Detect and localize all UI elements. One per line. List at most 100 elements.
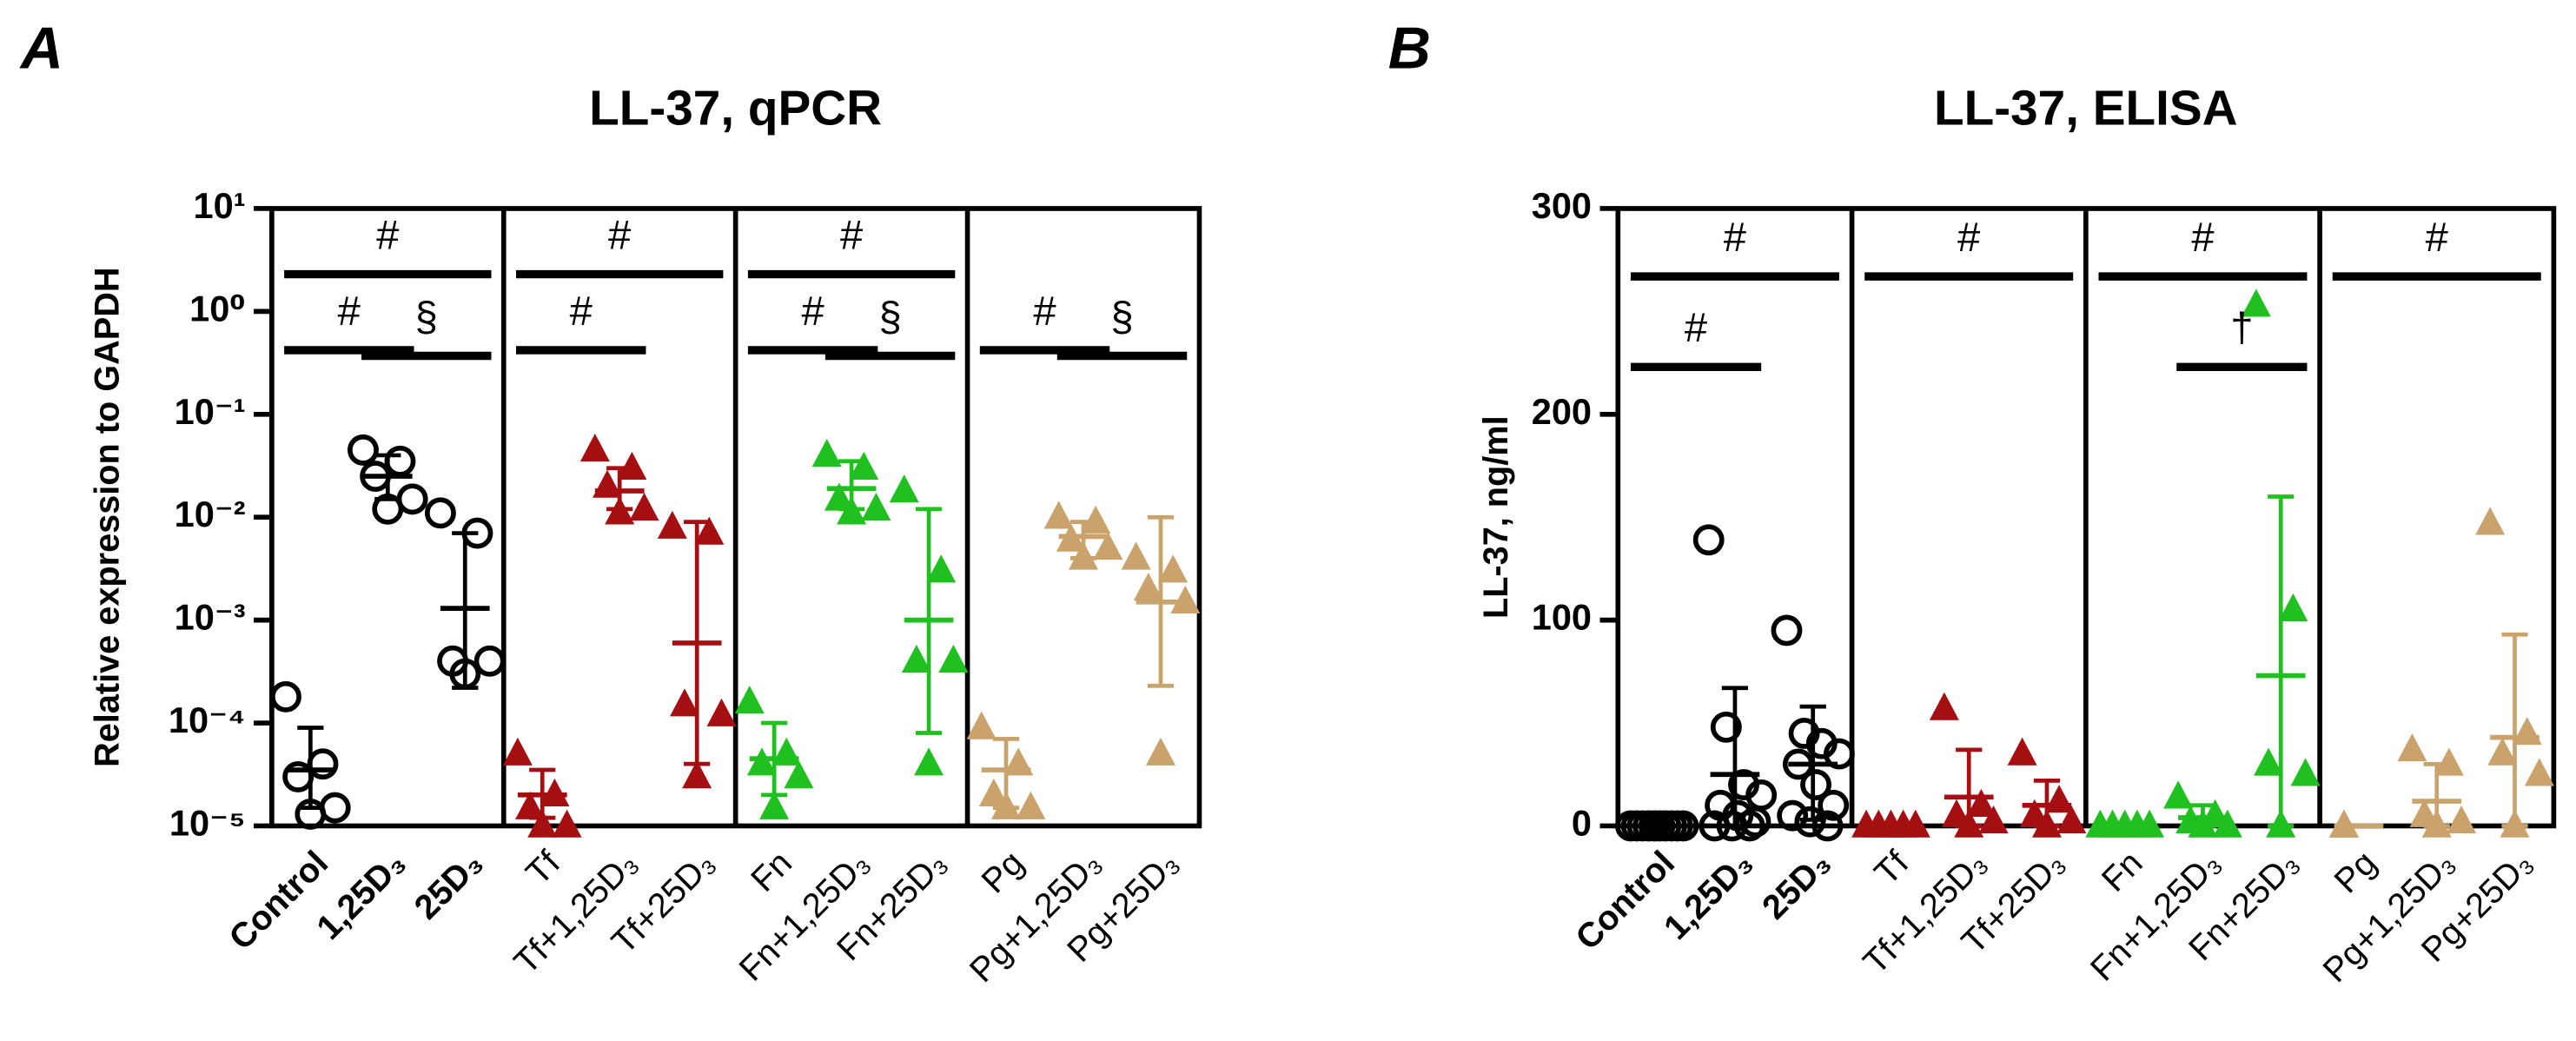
data-point: [307, 748, 339, 780]
significance-label: #: [608, 212, 632, 258]
data-point: [2290, 758, 2321, 786]
data-point: [938, 644, 969, 673]
significance-label: #: [376, 212, 400, 258]
data-point: [1811, 810, 1844, 842]
significance-label: §: [878, 294, 901, 340]
data-point: [1016, 791, 1046, 819]
data-point: [502, 737, 533, 766]
data-point: [552, 809, 582, 838]
data-point: [669, 688, 700, 717]
y-tick-label: 10⁻⁵: [169, 802, 246, 843]
data-point: [926, 554, 957, 583]
data-point: [1081, 505, 1111, 534]
data-point: [2487, 737, 2518, 766]
data-point: [473, 645, 506, 677]
significance-label: #: [1033, 288, 1056, 335]
data-point: [2397, 733, 2427, 762]
data-point: [734, 685, 765, 714]
y-tick-label: 10¹: [194, 185, 246, 226]
data-point: [2447, 805, 2477, 833]
data-point: [2163, 780, 2194, 809]
data-point: [2241, 288, 2271, 317]
x-tick-label: Control: [222, 844, 335, 958]
significance-label: #: [840, 212, 864, 258]
significance-label: #: [1724, 215, 1747, 261]
data-point: [1966, 788, 1997, 818]
data-point: [657, 510, 687, 539]
data-point: [1771, 614, 1803, 646]
data-point: [515, 791, 546, 819]
data-point: [629, 492, 659, 521]
y-tick-label: 10⁻⁴: [169, 700, 246, 740]
x-tick-label: Pg: [2327, 844, 2383, 900]
data-point: [1093, 531, 1123, 560]
data-point: [2524, 758, 2554, 786]
data-point: [966, 711, 997, 739]
y-axis-label: LL-37, ng/ml: [1477, 415, 1515, 619]
data-point: [1818, 789, 1850, 821]
data-point: [861, 492, 891, 521]
chart-title: LL-37, qPCR: [589, 81, 882, 136]
significance-label: #: [2426, 215, 2449, 261]
data-point: [1900, 809, 1930, 838]
x-tick-label: Pg: [975, 844, 1031, 900]
data-point: [1777, 799, 1809, 832]
panel-letter: A: [19, 15, 63, 81]
data-point: [2212, 809, 2242, 838]
data-point: [2056, 805, 2087, 833]
x-tick-label: Tf: [1867, 843, 1917, 892]
significance-label: #: [570, 288, 593, 335]
data-point: [348, 434, 379, 466]
data-point: [2254, 747, 2284, 776]
data-point: [424, 497, 456, 529]
significance-label: #: [338, 288, 361, 335]
data-point: [2475, 507, 2506, 535]
y-tick-label: 300: [1532, 185, 1592, 226]
y-tick-label: 0: [1572, 802, 1592, 843]
data-point: [1145, 737, 1175, 766]
significance-label: §: [1110, 294, 1133, 340]
data-point: [319, 792, 351, 824]
significance-label: †: [2230, 305, 2253, 351]
y-axis-label: Relative expression to GAPDH: [88, 268, 126, 767]
data-point: [1133, 573, 1163, 601]
y-tick-label: 10⁻²: [175, 494, 246, 534]
data-point: [1692, 524, 1725, 556]
data-point: [889, 474, 919, 503]
x-tick-label: 25D₃: [1755, 844, 1838, 927]
x-tick-label: Tf: [519, 843, 568, 892]
data-point: [527, 809, 558, 838]
data-point: [1823, 738, 1855, 770]
data-point: [849, 451, 879, 480]
data-point: [901, 644, 931, 673]
y-tick-label: 10⁻¹: [175, 391, 246, 432]
plot-frame: [1615, 206, 2557, 829]
significance-label: §: [415, 294, 438, 340]
data-point: [746, 747, 777, 776]
plot-frame: [269, 206, 1202, 829]
data-point: [1794, 806, 1826, 838]
data-point: [694, 516, 725, 545]
data-point: [2434, 747, 2464, 776]
panel-letter: B: [1388, 15, 1431, 81]
data-point: [1929, 692, 1959, 720]
data-point: [1043, 501, 1074, 529]
significance-label: #: [1685, 305, 1708, 351]
y-tick-label: 10⁻³: [175, 597, 246, 638]
data-point: [978, 778, 1009, 807]
data-point: [759, 791, 790, 819]
data-point: [617, 451, 647, 480]
data-point: [1121, 541, 1151, 570]
data-point: [2278, 593, 2308, 622]
data-point: [811, 439, 842, 467]
significance-label: #: [1957, 215, 1981, 261]
x-tick-label: Control: [1568, 844, 1682, 958]
y-tick-label: 10⁰: [189, 288, 245, 328]
x-tick-label: 1,25D₃: [1657, 844, 1760, 947]
data-point: [270, 680, 301, 713]
x-tick-label: 1,25D₃: [309, 844, 413, 947]
data-point: [1158, 554, 1189, 583]
data-point: [1978, 805, 2009, 833]
